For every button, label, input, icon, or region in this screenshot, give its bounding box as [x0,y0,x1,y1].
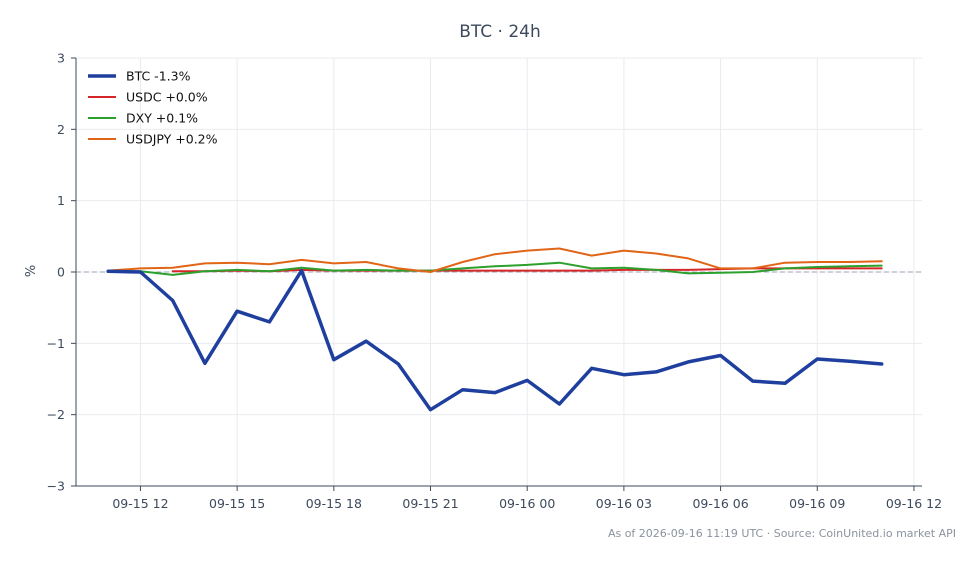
footer-source: As of 2026-09-16 11:19 UTC · Source: Coi… [608,527,956,540]
y-axis-label: % [24,265,39,277]
legend-label: DXY +0.1% [126,111,198,126]
x-tick-label: 09-15 18 [306,496,362,511]
x-tick-label: 09-15 21 [402,496,458,511]
x-tick-label: 09-16 06 [692,496,748,511]
legend-label: USDC +0.0% [126,90,208,105]
legend-label: BTC -1.3% [126,69,191,84]
y-tick-label: −2 [47,407,65,422]
x-tick-label: 09-16 09 [789,496,845,511]
series-line-btc [106,268,884,412]
x-tick-label: 09-16 03 [596,496,652,511]
y-tick-label: 3 [57,51,65,66]
series-lines [106,247,884,412]
chart-title: BTC · 24h [459,22,541,42]
series-line-dxy [107,261,883,276]
legend: BTC -1.3% USDC +0.0% DXY +0.1% USDJPY +0.2% [88,69,218,147]
y-tick-label: 2 [57,122,65,137]
y-tick-label: 0 [57,265,65,280]
x-tick-label: 09-16 12 [886,496,942,511]
y-tick-label: −1 [47,336,65,351]
axes: 3 2 1 0 −1 −2 −3 09-15 12 09-15 15 09-15 18 09-15 … [47,51,942,512]
x-tick-label: 09-15 12 [112,496,168,511]
legend-label: USDJPY +0.2% [126,132,218,147]
series-line-usdc [171,267,883,273]
x-tick-label: 09-15 15 [209,496,265,511]
x-tick-label: 09-16 00 [499,496,555,511]
y-tick-label: 1 [57,193,65,208]
series-line-usdjpy [107,247,883,273]
y-tick-label: −3 [47,479,65,494]
